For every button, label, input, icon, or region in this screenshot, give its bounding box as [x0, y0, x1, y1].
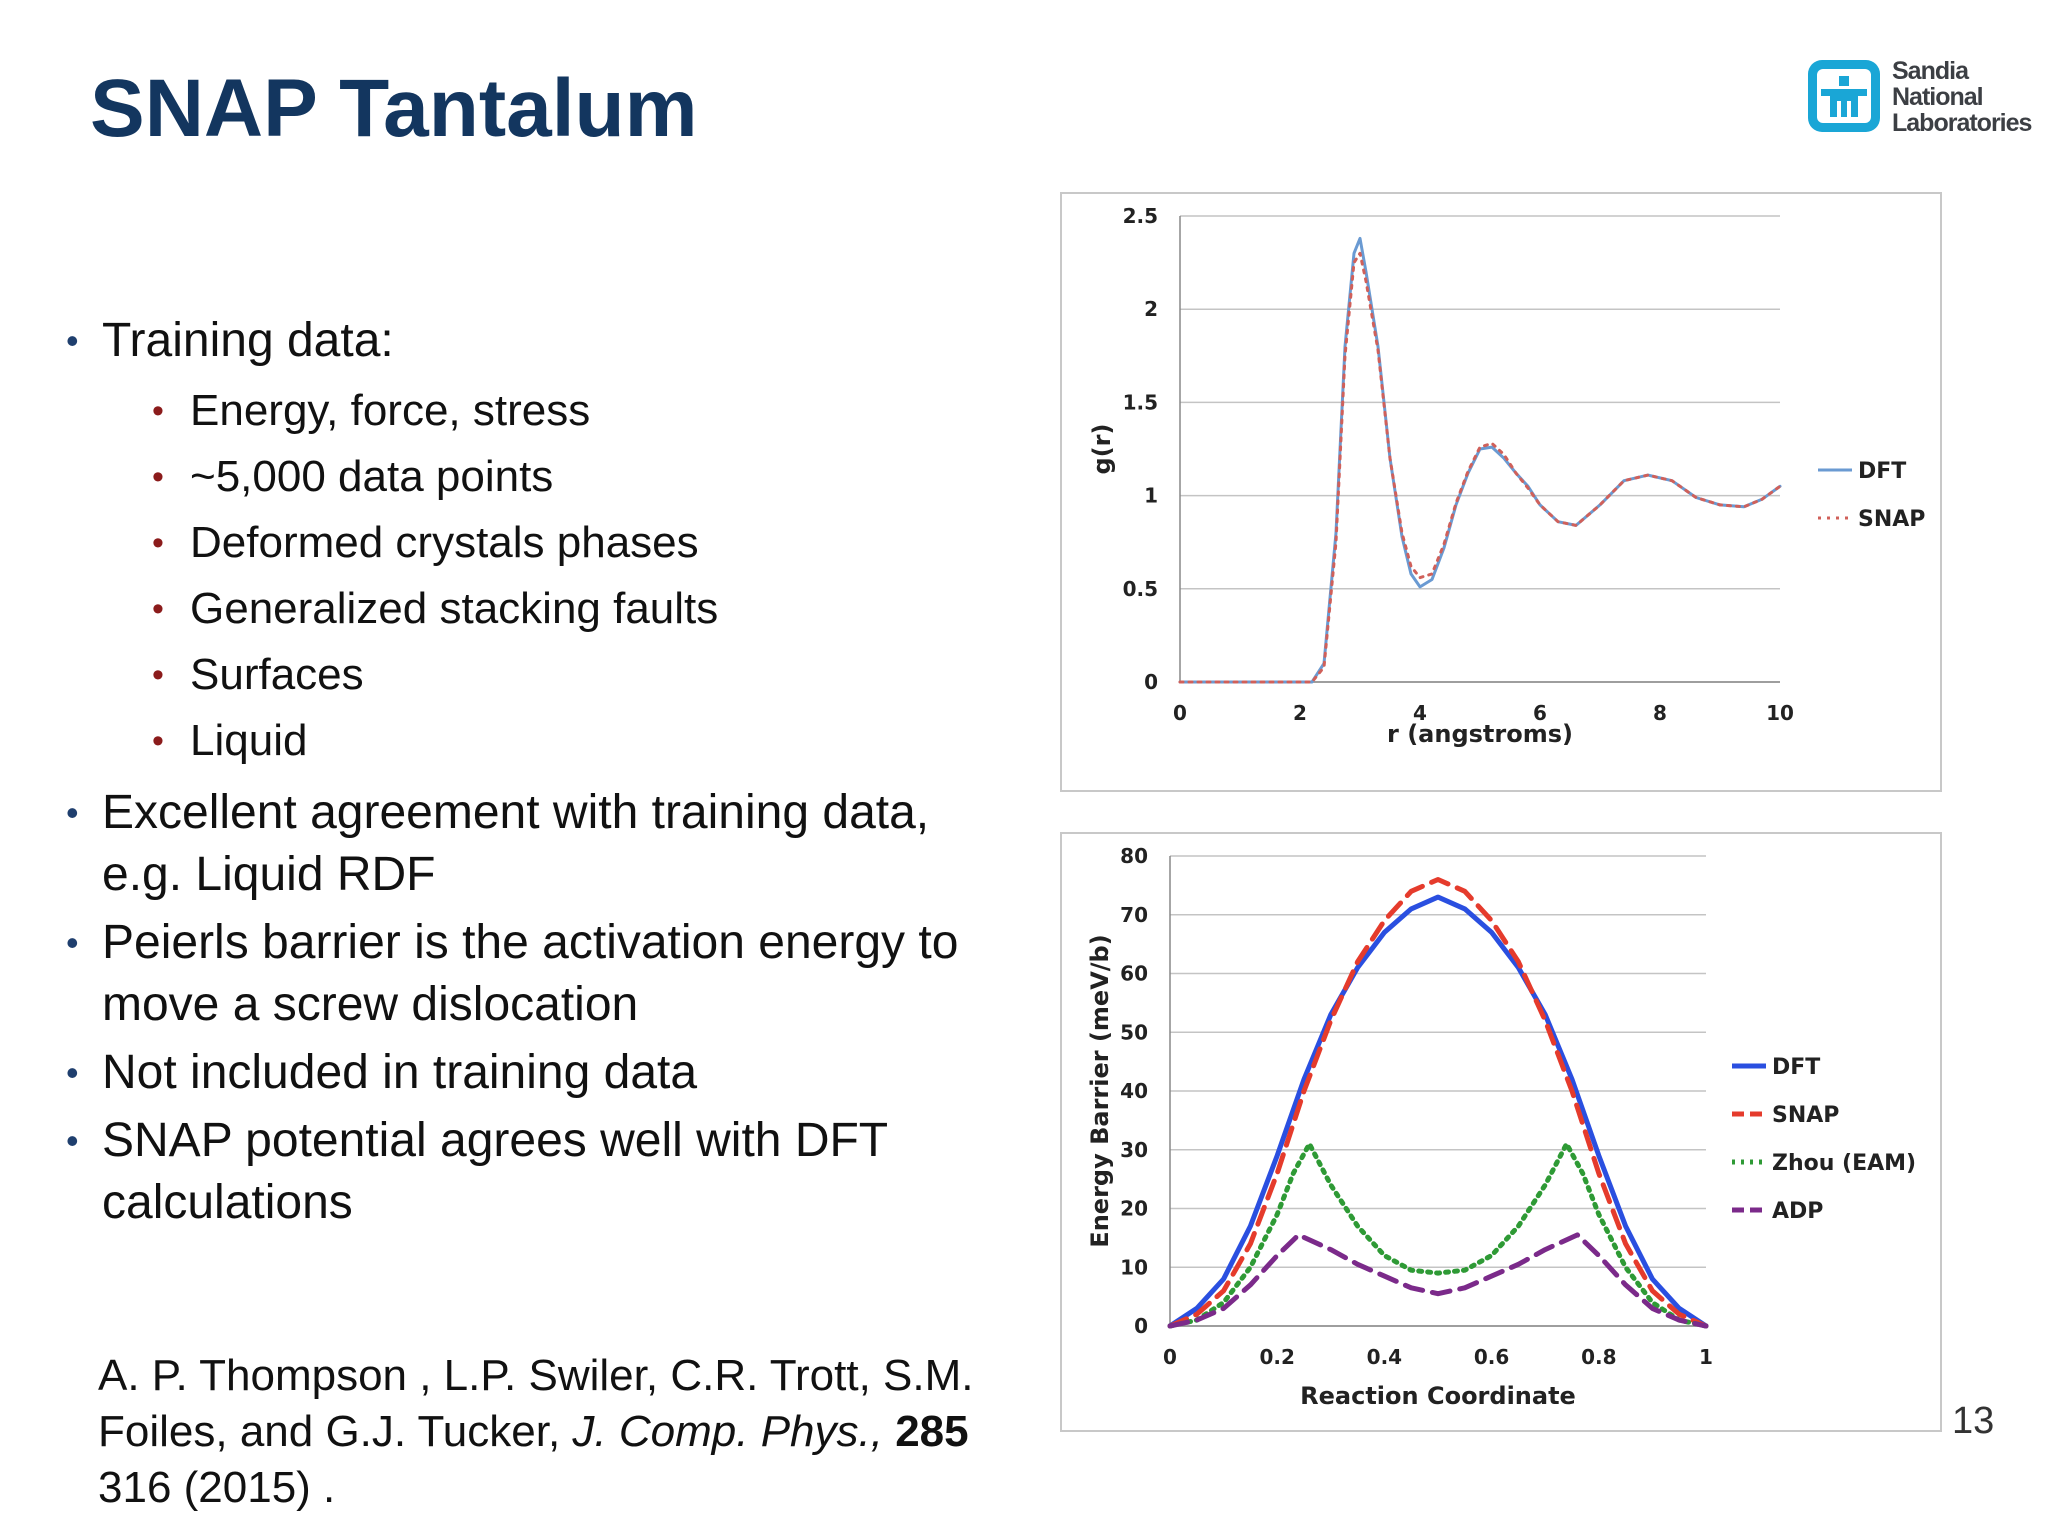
x-tick-label: 10 — [1766, 701, 1794, 725]
series-line-zhou-eam- — [1167, 1141, 1709, 1329]
logo-line-1: Sandia — [1892, 57, 1969, 85]
citation-pages-year: 316 (2015) . — [98, 1463, 336, 1512]
sandia-thunderbird-icon — [1808, 60, 1880, 132]
citation-journal: J. Comp. Phys., — [572, 1407, 883, 1456]
y-tick-label: 50 — [1120, 1020, 1148, 1044]
y-axis-label: g(r) — [1088, 424, 1116, 475]
x-tick-label: 1 — [1699, 1345, 1713, 1369]
sub-bullet-text: Liquid — [190, 716, 308, 765]
y-tick-label: 30 — [1120, 1138, 1148, 1162]
sub-bullet-dot-icon: • — [152, 524, 164, 562]
x-tick-label: 8 — [1653, 701, 1667, 725]
y-tick-label: 70 — [1120, 903, 1148, 927]
sub-bullet-item: • Generalized stacking faults — [60, 576, 990, 642]
citation-authors: A. P. Thompson , L.P. Swiler, C.R. Trott… — [98, 1351, 974, 1456]
bullet-item: • Peierls barrier is the activation energ… — [60, 912, 990, 1036]
y-tick-label: 10 — [1120, 1255, 1148, 1279]
bullet-text: Training data: — [102, 314, 394, 367]
y-tick-label: 1 — [1144, 484, 1158, 508]
bullet-dot-icon: • — [66, 922, 79, 963]
y-tick-label: 60 — [1120, 962, 1148, 986]
y-tick-label: 0.5 — [1123, 577, 1158, 601]
legend-label: SNAP — [1858, 507, 1925, 532]
sub-bullet-text: Deformed crystals phases — [190, 518, 699, 567]
slide-title: SNAP Tantalum — [90, 63, 698, 154]
sub-bullet-text: Surfaces — [190, 650, 364, 699]
y-tick-label: 1.5 — [1123, 390, 1158, 414]
sub-bullet-dot-icon: • — [152, 392, 164, 430]
bullet-dot-icon: • — [66, 1052, 79, 1093]
x-tick-label: 0 — [1173, 701, 1187, 725]
legend-label: DFT — [1772, 1055, 1820, 1080]
legend-label: ADP — [1772, 1199, 1823, 1224]
bullet-item: • Training data: — [60, 310, 990, 372]
sub-bullet-item: • Liquid — [60, 708, 990, 774]
x-axis-label: Reaction Coordinate — [1300, 1382, 1576, 1410]
legend-label: DFT — [1858, 459, 1906, 484]
sub-bullet-dot-icon: • — [152, 590, 164, 628]
y-tick-label: 2 — [1144, 297, 1158, 321]
sub-bullet-item: • Deformed crystals phases — [60, 510, 990, 576]
bullet-item: • Not included in training data — [60, 1042, 990, 1104]
x-tick-label: 0.8 — [1581, 1345, 1616, 1369]
y-tick-label: 20 — [1120, 1197, 1148, 1221]
logo-text: Sandia National Laboratories — [1892, 57, 2032, 137]
citation-volume: 285 — [895, 1407, 969, 1456]
x-tick-label: 2 — [1293, 701, 1307, 725]
x-tick-label: 4 — [1413, 701, 1427, 725]
x-tick-label: 6 — [1533, 701, 1547, 725]
y-tick-label: 0 — [1134, 1314, 1148, 1338]
sub-bullet-item: • Surfaces — [60, 642, 990, 708]
sub-bullet-item: • Energy, force, stress — [60, 378, 990, 444]
x-axis-label: r (angstroms) — [1387, 720, 1573, 748]
series-line-adp — [1167, 1232, 1709, 1329]
y-axis-label: Energy Barrier (meV/b) — [1086, 934, 1114, 1247]
peierls-chart: 0 10 20 30 40 50 60 70 80 0 0.2 0.4 0.6 0.8 1 Reaction … — [1086, 844, 1916, 1410]
sub-bullet-text: ~5,000 data points — [190, 452, 554, 501]
sub-bullet-dot-icon: • — [152, 458, 164, 496]
legend-label: Zhou (EAM) — [1772, 1151, 1916, 1176]
x-tick-label: 0.4 — [1367, 1345, 1402, 1369]
x-tick-label: 0.6 — [1474, 1345, 1509, 1369]
bullet-dot-icon: • — [66, 1120, 79, 1161]
bullet-item: • Excellent agreement with training data,… — [60, 782, 990, 906]
bullet-text: Not included in training data — [102, 1046, 698, 1099]
sandia-logo: Sandia National Laboratories — [1804, 56, 2032, 146]
sub-bullet-text: Generalized stacking faults — [190, 584, 719, 633]
rdf-chart-panel: 0 0.5 1 1.5 2 2.5 0 2 4 6 8 10 r (angstroms) g(r) DFT S… — [1060, 192, 1942, 792]
y-tick-label: 80 — [1120, 844, 1148, 868]
sub-bullet-dot-icon: • — [152, 656, 164, 694]
series-line-snap — [1167, 877, 1709, 1329]
sub-bullet-item: • ~5,000 data points — [60, 444, 990, 510]
legend-label: SNAP — [1772, 1103, 1839, 1128]
y-tick-label: 2.5 — [1123, 204, 1158, 228]
bullet-text: Peierls barrier is the activation energy… — [102, 916, 959, 1031]
citation: A. P. Thompson , L.P. Swiler, C.R. Trott… — [98, 1348, 998, 1516]
bullet-text: SNAP potential agrees well with DFT calc… — [102, 1114, 888, 1229]
y-tick-label: 0 — [1144, 670, 1158, 694]
series-line-dft — [1178, 236, 1782, 684]
rdf-chart: 0 0.5 1 1.5 2 2.5 0 2 4 6 8 10 r (angstroms) g(r) DFT S… — [1088, 204, 1925, 748]
series-line-snap — [1178, 251, 1782, 684]
bullet-list: • Training data: • Energy, force, stress •… — [60, 310, 990, 1240]
sub-bullet-dot-icon: • — [152, 722, 164, 760]
peierls-chart-panel: 0 10 20 30 40 50 60 70 80 0 0.2 0.4 0.6 0.8 1 Reaction … — [1060, 832, 1942, 1432]
bullet-dot-icon: • — [66, 792, 79, 833]
bullet-dot-icon: • — [66, 320, 79, 361]
bullet-text: Excellent agreement with training data, … — [102, 786, 930, 901]
page-number: 13 — [1952, 1400, 1995, 1442]
series-line-dft — [1167, 894, 1709, 1329]
sub-bullet-text: Energy, force, stress — [190, 386, 591, 435]
y-tick-label: 40 — [1120, 1079, 1148, 1103]
bullet-item: • SNAP potential agrees well with DFT cal… — [60, 1110, 990, 1234]
logo-line-2: National — [1892, 83, 1984, 111]
x-tick-label: 0.2 — [1259, 1345, 1294, 1369]
logo-line-3: Laboratories — [1892, 109, 2032, 137]
x-tick-label: 0 — [1163, 1345, 1177, 1369]
